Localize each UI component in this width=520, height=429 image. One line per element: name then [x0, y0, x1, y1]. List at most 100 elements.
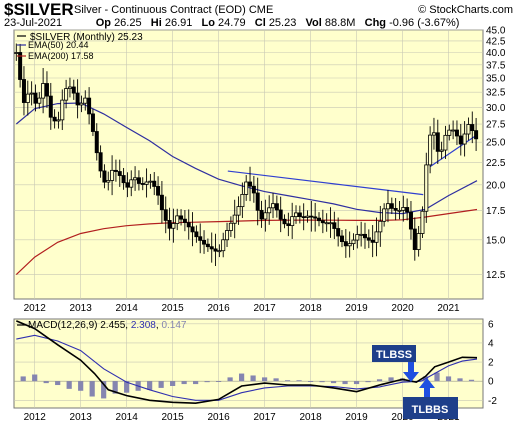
price-candle-body	[255, 192, 260, 211]
price-candle-body	[152, 180, 157, 187]
macd-histogram-bar	[89, 381, 95, 397]
tlbbs-label: TLBBS	[412, 404, 449, 416]
price-y-tick-label: 12.5	[486, 270, 506, 281]
price-y-tick-label: 27.5	[486, 120, 506, 131]
hist-value: 0.147	[161, 320, 186, 331]
chart-description: Silver - Continuous Contract (EOD) CME	[74, 4, 273, 16]
price-x-tick-label: 2020	[391, 303, 414, 314]
macd-histogram-bar	[457, 378, 463, 382]
chart-symbol: $SILVER	[4, 0, 74, 19]
price-candle-body	[159, 194, 164, 211]
price-candle-body	[294, 212, 299, 218]
macd-y-tick-label: 2	[488, 358, 494, 369]
open-value: 26.25	[114, 17, 142, 29]
price-candle-body	[431, 132, 436, 136]
price-candle-body	[332, 222, 337, 229]
price-candle-body	[228, 222, 233, 231]
price-candle-body	[221, 239, 226, 252]
source-credit: © StockCharts.com	[418, 4, 513, 16]
macd-line	[15, 320, 478, 405]
price-candle-body	[79, 102, 84, 106]
price-candle-body	[25, 93, 30, 103]
price-candle-body	[163, 209, 168, 221]
price-candle-body	[175, 215, 180, 224]
legend-price-label: $SILVER (Monthly) 25.23	[30, 32, 143, 43]
price-y-tick-label: 20.0	[486, 180, 506, 191]
price-candle-body	[297, 212, 302, 218]
price-candle-body	[351, 239, 356, 245]
price-candle-body	[117, 171, 122, 176]
price-candle-body	[359, 233, 364, 236]
price-candle-body	[251, 185, 256, 194]
macd-histogram-bar	[55, 381, 61, 386]
macd-histogram-bar	[170, 381, 176, 386]
macd-histogram-bar	[20, 376, 26, 382]
price-candle-body	[144, 181, 149, 185]
macd-histogram-bar	[468, 379, 475, 382]
price-candle-body	[267, 207, 272, 214]
price-candle-body	[106, 180, 111, 183]
price-candle-body	[336, 228, 341, 237]
signal-line	[16, 334, 478, 401]
price-candle-body	[41, 83, 46, 99]
price-x-tick-label: 2016	[207, 303, 230, 314]
price-candle-body	[217, 250, 222, 253]
price-candle-body	[125, 182, 130, 188]
price-candle-body	[374, 231, 379, 243]
trendline	[227, 170, 424, 196]
price-candle-body	[37, 97, 42, 104]
price-candle-body	[194, 231, 199, 238]
macd-histogram-bar	[216, 381, 222, 383]
tlbbs-arrow-icon	[419, 378, 435, 397]
legend-ema200-label: EMA(200) 17.58	[28, 51, 94, 61]
macd-label: MACD(12,26,9)	[28, 320, 97, 331]
price-y-tick-label: 15.0	[486, 235, 506, 246]
volume-value: 88.8M	[324, 17, 356, 29]
price-candle-body	[428, 134, 433, 166]
price-candle-body	[14, 52, 19, 54]
price-candle-body	[167, 220, 172, 229]
price-candle-body	[408, 211, 413, 230]
price-candle-body	[470, 124, 475, 132]
price-y-tick-label: 25.0	[486, 138, 506, 149]
price-candle-body	[397, 209, 402, 212]
price-candle-body	[290, 216, 295, 227]
price-candle-body	[320, 220, 325, 224]
price-candle-body	[186, 222, 191, 228]
price-x-tick-label: 2012	[24, 303, 47, 314]
ema200-line	[15, 208, 478, 276]
macd-histogram-bar	[66, 381, 72, 389]
price-candle-body	[18, 52, 23, 80]
macd-lines	[15, 320, 478, 405]
high-label: Hi	[150, 17, 162, 29]
macd-histogram-bar	[445, 376, 452, 382]
price-x-tick-label: 2021	[437, 303, 460, 314]
macd-x-tick-label: 2014	[116, 412, 139, 423]
price-candle-body	[182, 218, 187, 223]
price-candle-body	[202, 240, 207, 245]
macd-x-tick-label: 2018	[299, 412, 322, 423]
macd-y-tick-label: 6	[488, 319, 494, 330]
price-candle-body	[136, 177, 141, 184]
price-candle-body	[67, 86, 72, 89]
price-candle-body	[474, 130, 479, 140]
legend-sep-2: ,	[156, 320, 162, 331]
price-candle-body	[393, 208, 398, 211]
macd-histogram-bar	[181, 381, 187, 385]
macd-legend-label: MACD(12,26,9) 2.455, 2.308, 0.147	[28, 320, 187, 331]
macd-histogram-bar	[388, 377, 394, 382]
price-y-tick-label: 45.0	[486, 26, 506, 37]
macd-histogram-bar	[204, 381, 210, 383]
macd-histogram-bar	[250, 375, 256, 382]
tlbss-box	[372, 345, 416, 362]
exchange-text: CME	[248, 4, 274, 16]
price-candle-body	[439, 149, 444, 152]
price-x-tick-label: 2015	[162, 303, 185, 314]
price-candle-body	[209, 246, 214, 250]
macd-histogram-bar	[284, 380, 291, 382]
macd-x-tick-label: 2015	[162, 412, 185, 423]
open-label: Op	[95, 17, 111, 29]
price-candle-body	[313, 216, 318, 219]
price-bars	[14, 43, 479, 266]
price-candle-body	[458, 135, 463, 145]
